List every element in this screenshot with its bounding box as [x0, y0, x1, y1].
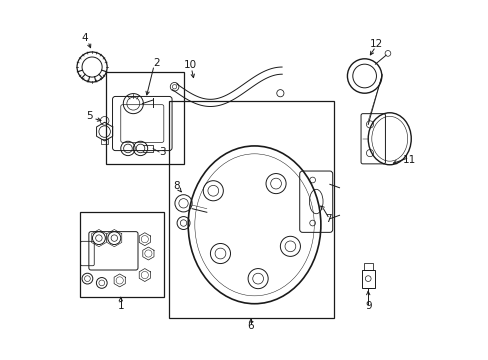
Text: 8: 8 — [173, 181, 179, 192]
Text: 7: 7 — [324, 214, 331, 224]
Text: 1: 1 — [117, 301, 124, 311]
Bar — [363, 263, 372, 270]
Text: 10: 10 — [183, 60, 196, 70]
Text: 12: 12 — [369, 39, 382, 49]
Text: 2: 2 — [153, 58, 160, 68]
Bar — [361, 270, 374, 288]
Text: 4: 4 — [81, 33, 88, 43]
Bar — [169, 101, 333, 318]
Text: 11: 11 — [402, 155, 415, 165]
Bar — [106, 72, 183, 164]
Text: 6: 6 — [247, 321, 254, 331]
Text: 3: 3 — [159, 147, 166, 157]
Text: 9: 9 — [364, 301, 371, 311]
Text: 5: 5 — [86, 111, 93, 121]
Bar — [80, 212, 163, 297]
Bar — [101, 139, 108, 144]
